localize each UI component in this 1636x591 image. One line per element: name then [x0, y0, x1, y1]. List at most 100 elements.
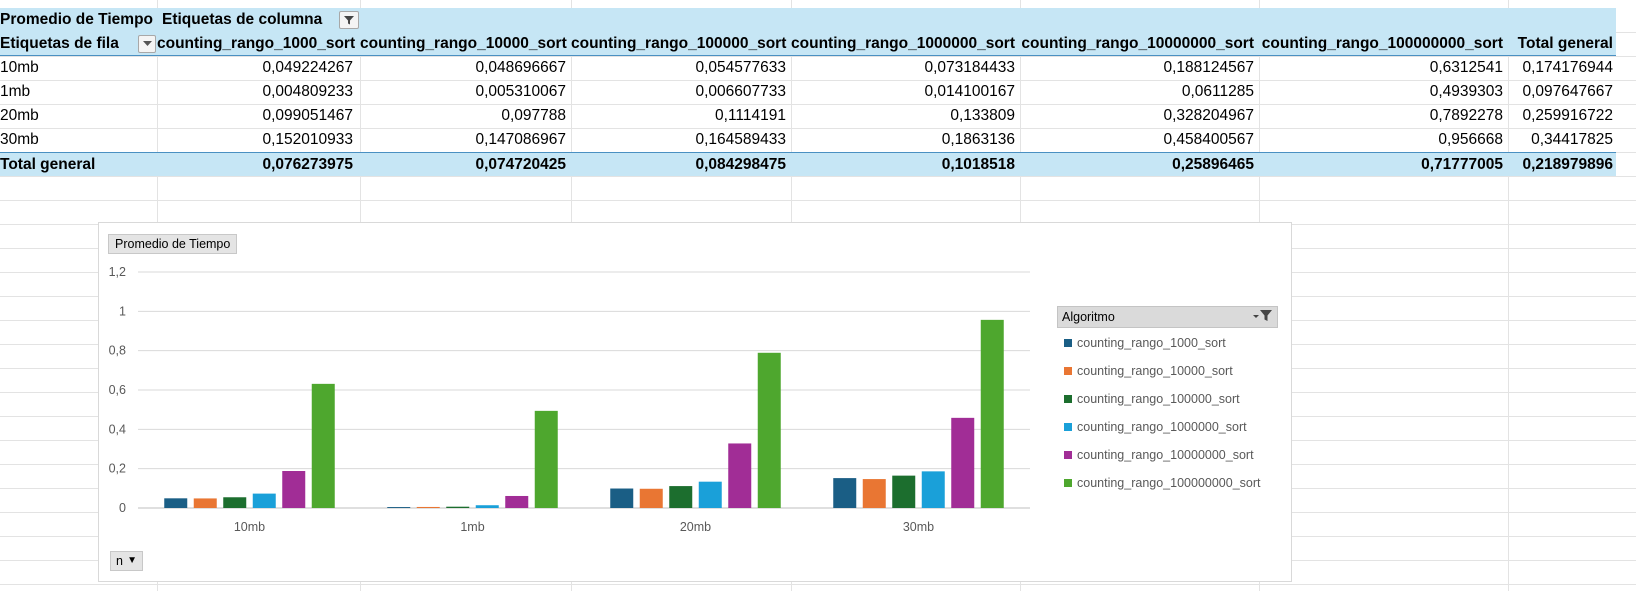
legend-label: counting_rango_100000_sort [1077, 392, 1240, 406]
chart-bar[interactable] [833, 478, 857, 508]
axis-field-button[interactable]: n ▼ [110, 551, 143, 571]
chart-bar[interactable] [980, 319, 1004, 508]
chart-bar[interactable] [164, 498, 188, 508]
table-cell[interactable]: 0,6312541 [1429, 59, 1503, 76]
table-cell[interactable]: 0,152010933 [262, 131, 353, 148]
column-header[interactable]: counting_rango_100000_sort [571, 35, 787, 52]
chart-bar[interactable] [387, 507, 411, 508]
table-cell[interactable]: 0,34417825 [1531, 131, 1613, 148]
chart-bar[interactable] [475, 505, 499, 508]
table-cell[interactable]: 0,164589433 [695, 131, 786, 148]
y-tick-label: 1 [119, 304, 126, 318]
table-cell[interactable]: 0,188124567 [1163, 59, 1254, 76]
table-cell[interactable]: 0,006607733 [695, 83, 786, 100]
chart-bar[interactable] [698, 481, 722, 508]
y-tick-label: 0,8 [109, 344, 126, 358]
chart-bar[interactable] [757, 352, 781, 508]
legend-swatch [1064, 479, 1072, 487]
total-cell[interactable]: 0,074720425 [475, 156, 566, 173]
total-cell[interactable]: 0,218979896 [1522, 156, 1613, 173]
total-cell[interactable]: 0,076273975 [262, 156, 353, 173]
row-label[interactable]: 30mb [0, 131, 39, 148]
chart-bar[interactable] [282, 471, 306, 508]
total-row-label[interactable]: Total general [0, 156, 96, 173]
legend-label: counting_rango_100000000_sort [1077, 476, 1261, 490]
table-cell[interactable]: 0,458400567 [1163, 131, 1254, 148]
value-field-button[interactable]: Promedio de Tiempo [108, 234, 238, 254]
chart-bar[interactable] [505, 495, 529, 508]
x-tick-label: 20mb [680, 520, 711, 534]
chart-bar[interactable] [728, 443, 752, 508]
x-tick-label: 1mb [460, 520, 484, 534]
table-cell[interactable]: 0,097788 [501, 107, 566, 124]
table-cell[interactable]: 0,073184433 [924, 59, 1015, 76]
total-row: Total general 0,076273975 0,074720425 0,… [0, 152, 1616, 176]
filter-icon[interactable] [1251, 309, 1273, 330]
table-cell[interactable]: 0,1114191 [715, 107, 786, 124]
total-cell[interactable]: 0,25896465 [1172, 156, 1254, 173]
caret-down-icon: ▼ [127, 555, 137, 566]
chart-bar[interactable] [252, 493, 276, 508]
table-cell[interactable]: 0,049224267 [262, 59, 353, 76]
row-label[interactable]: 10mb [0, 59, 39, 76]
y-tick-label: 0,2 [109, 462, 126, 476]
chart-bar[interactable] [446, 506, 470, 508]
legend-label: counting_rango_10000000_sort [1077, 448, 1254, 462]
table-cell[interactable]: 0,328204967 [1163, 107, 1254, 124]
table-cell[interactable]: 0,956668 [1438, 131, 1503, 148]
table-cell[interactable]: 0,005310067 [475, 83, 566, 100]
legend-field-button[interactable]: Algoritmo [1057, 306, 1278, 328]
x-tick-label: 10mb [234, 520, 265, 534]
column-header[interactable]: counting_rango_1000_sort [157, 35, 356, 52]
table-cell[interactable]: 0,014100167 [924, 83, 1015, 100]
table-cell[interactable]: 0,147086967 [475, 131, 566, 148]
column-header[interactable]: counting_rango_10000_sort [360, 35, 567, 52]
chart-bar[interactable] [921, 471, 945, 508]
chart-bar[interactable] [862, 479, 886, 508]
pivot-value-field-label[interactable]: Promedio de Tiempo [0, 11, 154, 28]
pivot-column-labels-header[interactable]: Etiquetas de columna [162, 11, 323, 28]
table-cell[interactable]: 0,099051467 [262, 107, 353, 124]
legend-swatch [1064, 367, 1072, 375]
pivot-row-labels-header[interactable]: Etiquetas de fila [0, 35, 119, 52]
total-cell[interactable]: 0,1018518 [941, 156, 1015, 173]
chart-bar[interactable] [610, 488, 634, 508]
chart-bar[interactable] [416, 506, 440, 508]
table-cell[interactable]: 0,048696667 [475, 59, 566, 76]
table-row: 30mb 0,152010933 0,147086967 0,164589433… [0, 128, 1616, 152]
table-cell[interactable]: 0,054577633 [695, 59, 786, 76]
table-cell[interactable]: 0,4939303 [1429, 83, 1503, 100]
table-cell[interactable]: 0,133809 [950, 107, 1015, 124]
column-header[interactable]: counting_rango_100000000_sort [1261, 35, 1503, 52]
table-cell[interactable]: 0,0611285 [1181, 83, 1254, 100]
column-filter-button[interactable] [339, 11, 359, 29]
table-row: 1mb 0,004809233 0,005310067 0,006607733 … [0, 80, 1616, 104]
chart-bar[interactable] [951, 417, 975, 508]
table-row: 10mb 0,049224267 0,048696667 0,054577633… [0, 56, 1616, 80]
row-label[interactable]: 1mb [0, 83, 31, 100]
table-cell[interactable]: 0,7892278 [1429, 107, 1503, 124]
chart-bar[interactable] [639, 488, 663, 508]
row-filter-dropdown[interactable] [138, 35, 156, 53]
chart-bar[interactable] [223, 497, 247, 508]
pivot-chart[interactable] [98, 222, 1292, 582]
column-header[interactable]: Total general [1517, 35, 1613, 52]
y-tick-label: 0,6 [109, 383, 126, 397]
chart-bar[interactable] [193, 498, 217, 508]
table-cell[interactable]: 0,004809233 [262, 83, 353, 100]
chart-bar[interactable] [311, 383, 335, 508]
total-cell[interactable]: 0,71777005 [1421, 156, 1503, 173]
y-tick-label: 0 [119, 501, 126, 515]
table-cell[interactable]: 0,1863136 [941, 131, 1015, 148]
chart-bar[interactable] [669, 486, 693, 508]
column-header[interactable]: counting_rango_1000000_sort [791, 35, 1015, 52]
row-label[interactable]: 20mb [0, 107, 39, 124]
total-cell[interactable]: 0,084298475 [695, 156, 786, 173]
table-cell[interactable]: 0,259916722 [1522, 107, 1613, 124]
table-cell[interactable]: 0,097647667 [1522, 83, 1613, 100]
chart-bar[interactable] [892, 475, 916, 508]
legend-swatch [1064, 339, 1072, 347]
table-cell[interactable]: 0,174176944 [1522, 59, 1613, 76]
chart-bar[interactable] [534, 410, 558, 508]
column-header[interactable]: counting_rango_10000000_sort [1021, 35, 1254, 52]
